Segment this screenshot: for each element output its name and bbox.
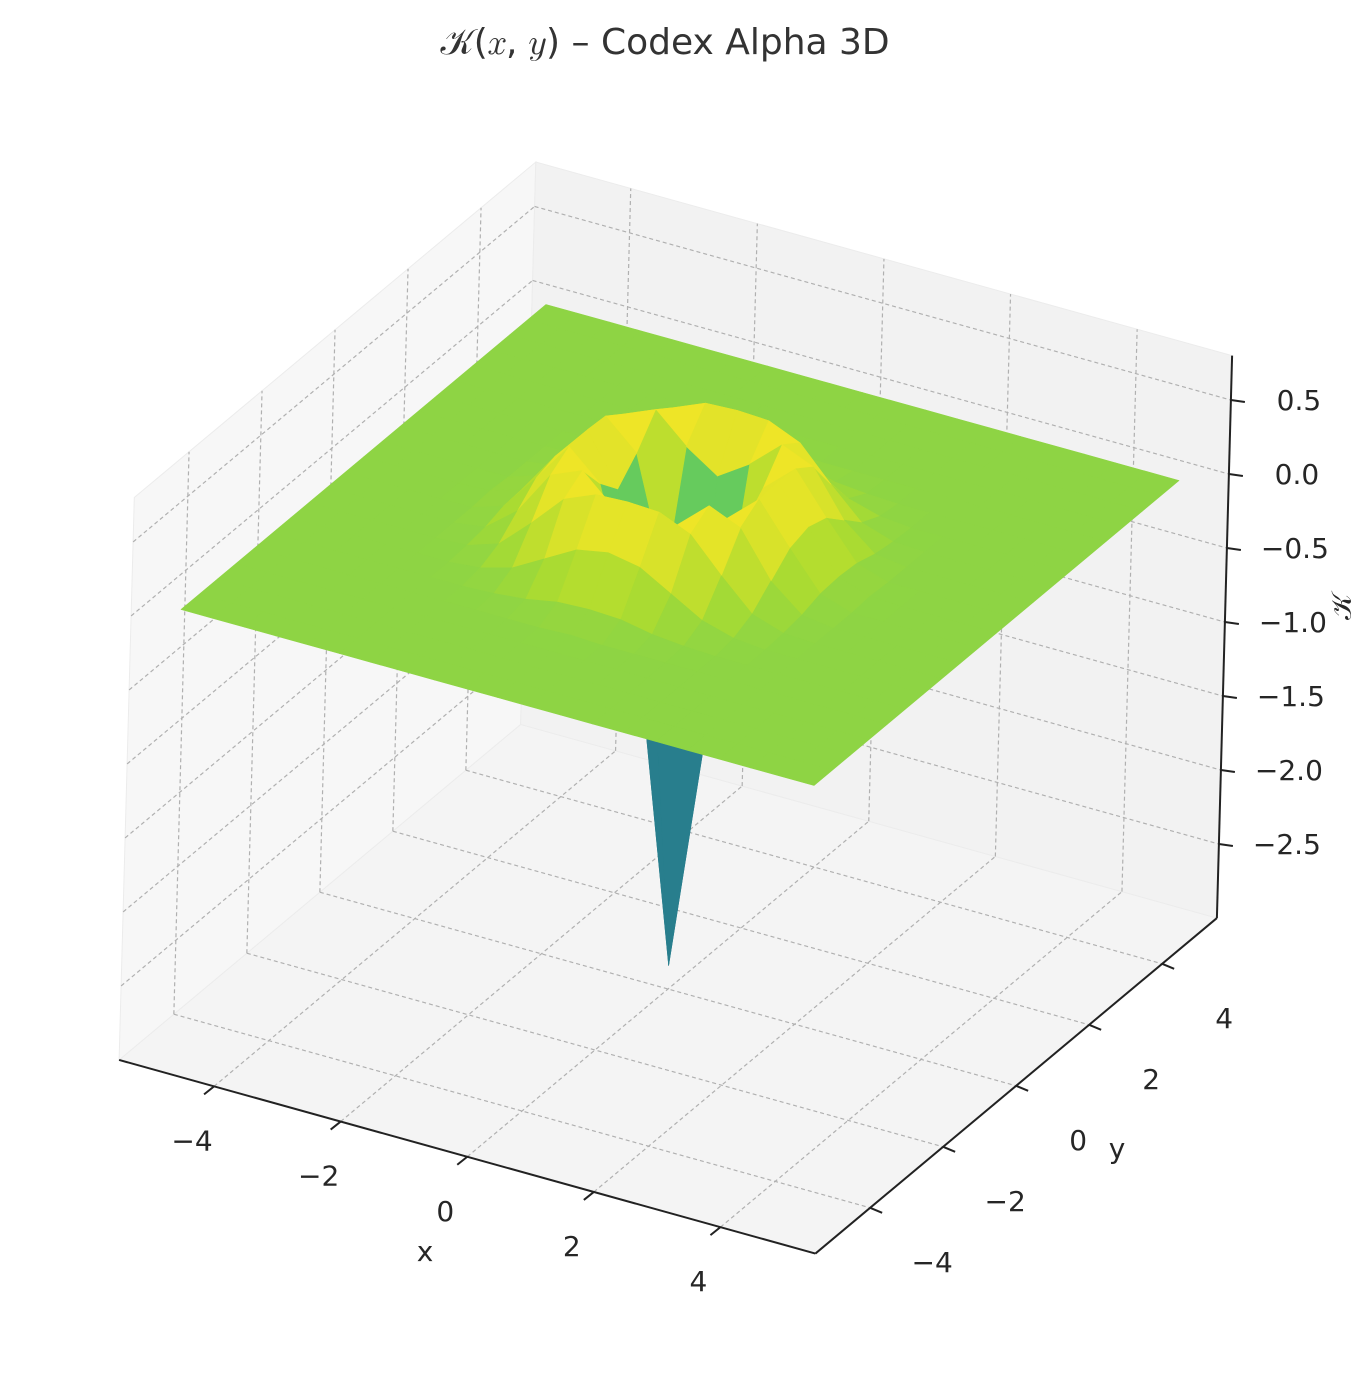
grid-line — [1121, 329, 1138, 892]
surface-face — [782, 761, 833, 786]
tick-mark — [1218, 843, 1234, 848]
grid-line — [173, 451, 190, 1015]
z-tick-label: −1.5 — [1257, 680, 1325, 713]
grid-line — [130, 279, 533, 617]
z-tick-label: 0.0 — [1275, 458, 1320, 491]
x-axis-label: x — [417, 1235, 434, 1268]
x-tick-label: 4 — [690, 1265, 708, 1298]
grid-line — [173, 1013, 871, 1209]
z-tick-label: −0.5 — [1261, 532, 1329, 565]
y-axis-label: y — [1109, 1132, 1126, 1165]
tick-mark — [1222, 695, 1238, 700]
tick-mark — [1088, 1023, 1102, 1031]
tick-mark — [869, 1206, 883, 1214]
tick-mark — [330, 1120, 342, 1131]
y-tick-label: 0 — [1069, 1124, 1087, 1157]
tick-mark — [1224, 621, 1240, 626]
x-tick-label: 2 — [563, 1230, 581, 1263]
grid-line — [132, 205, 535, 543]
tick-mark — [583, 1191, 595, 1201]
z-tick-label: 0.5 — [1277, 384, 1322, 417]
tick-mark — [203, 1085, 215, 1096]
axis-line — [1215, 355, 1234, 919]
z-tick-label: −2.5 — [1253, 828, 1321, 861]
chart-title: 𝒦(𝑥, 𝑦) – Codex Alpha 3D — [440, 22, 889, 63]
surface — [180, 304, 1180, 966]
y-tick-label: −4 — [912, 1246, 953, 1279]
tick-mark — [1228, 473, 1244, 478]
x-tick-label: −4 — [171, 1124, 212, 1157]
grid-line — [466, 820, 870, 1158]
z-axis-label: 𝒦 — [1325, 590, 1353, 620]
x-tick-label: 0 — [436, 1195, 454, 1228]
z-tick-label: −2.0 — [1255, 754, 1323, 787]
grid-line — [534, 205, 1232, 401]
tick-mark — [1161, 962, 1175, 970]
z-tick-label: −1.0 — [1259, 606, 1327, 639]
grid-line — [246, 952, 944, 1148]
tick-mark — [1220, 769, 1236, 774]
y-tick-label: 2 — [1142, 1063, 1160, 1096]
tick-mark — [709, 1226, 722, 1236]
grid-line — [392, 830, 1090, 1026]
tick-mark — [1230, 399, 1246, 404]
grid-line — [246, 390, 263, 954]
tick-mark — [456, 1155, 468, 1166]
tick-mark — [1015, 1084, 1029, 1092]
grid-line — [120, 649, 523, 987]
tick-mark — [1226, 547, 1242, 552]
grid-line — [532, 279, 1230, 475]
grid-line — [319, 891, 1017, 1087]
y-tick-label: 4 — [1215, 1002, 1233, 1035]
tick-mark — [942, 1145, 956, 1153]
x-tick-label: −2 — [298, 1160, 339, 1193]
y-tick-label: −2 — [985, 1185, 1026, 1218]
grid-line — [465, 769, 1163, 965]
